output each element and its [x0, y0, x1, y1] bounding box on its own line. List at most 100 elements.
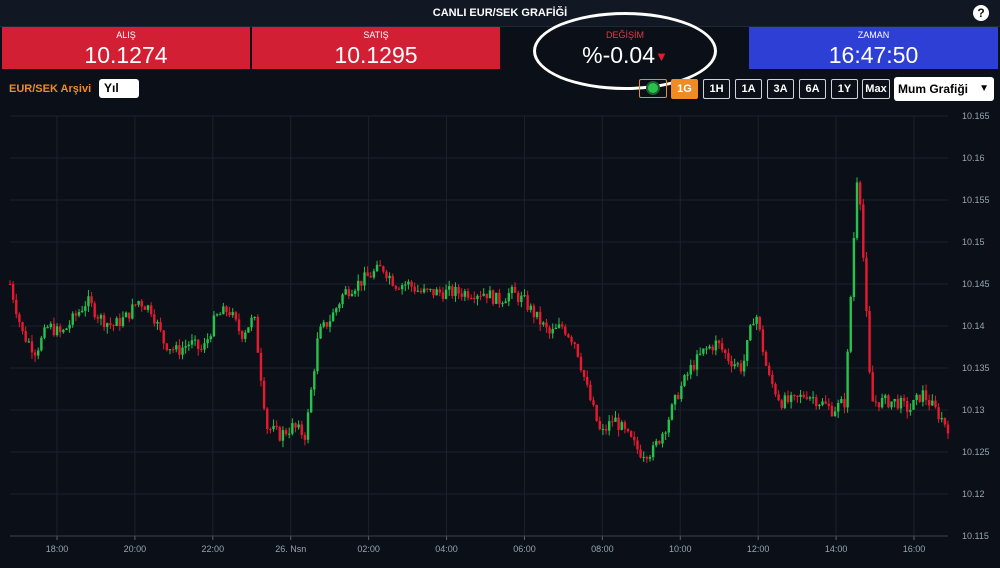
candle-up: [250, 317, 253, 328]
ask-label: SATIŞ: [363, 30, 389, 40]
candle-down: [843, 399, 846, 408]
candle-up: [331, 312, 335, 322]
candle-up: [87, 296, 90, 307]
candle-down: [636, 440, 639, 450]
time-label: ZAMAN: [857, 30, 890, 40]
candle-up: [510, 286, 514, 294]
candle-up: [193, 339, 197, 341]
candle-up: [915, 394, 918, 401]
ask-value: 10.1295: [334, 42, 418, 68]
candle-down: [441, 292, 445, 299]
candle-down: [815, 397, 818, 407]
help-icon[interactable]: ?: [973, 5, 989, 21]
candle-down: [432, 288, 435, 296]
candle-up: [80, 310, 84, 313]
candle-down: [366, 272, 369, 277]
candle-up: [520, 295, 523, 303]
candle-down: [8, 284, 12, 285]
candle-up: [291, 423, 294, 434]
candle-down: [934, 400, 937, 408]
range-1y-button[interactable]: 1Y: [831, 79, 858, 99]
candle-up: [482, 293, 485, 296]
x-tick-label: 10:00: [669, 544, 692, 554]
candle-down: [419, 290, 423, 293]
candle-up: [206, 339, 209, 344]
candle-down: [796, 395, 799, 397]
title-bar: CANLI EUR/SEK GRAFİĞİ ?: [0, 0, 1000, 27]
period-select[interactable]: Yıl: [99, 79, 139, 98]
candle-down: [548, 327, 551, 334]
range-1a-button[interactable]: 1A: [735, 79, 762, 99]
candle-down: [237, 319, 241, 332]
candle-up: [642, 456, 645, 458]
candle-down: [347, 289, 351, 297]
range-1h-button[interactable]: 1H: [703, 79, 730, 99]
candle-up: [921, 390, 925, 402]
candle-down: [24, 331, 27, 342]
candle-up: [322, 322, 325, 327]
candle-down: [786, 395, 790, 402]
candle-up: [429, 288, 432, 290]
chart-type-select[interactable]: Mum Grafiği ▼: [894, 77, 994, 101]
bid-stat: ALIŞ 10.1274: [2, 27, 250, 69]
candle-down: [134, 304, 137, 306]
candle-down: [724, 349, 727, 354]
candle-down: [479, 295, 482, 297]
candle-down: [692, 364, 696, 370]
candle-down: [532, 305, 536, 318]
chart-grid: [10, 115, 948, 537]
candle-down: [118, 318, 121, 327]
candle-up: [607, 421, 611, 431]
y-axis: 10.165 10.16 10.155 10.15 10.145 10.14 10.135 1…: [962, 111, 990, 541]
candle-down: [865, 257, 868, 312]
range-3a-button[interactable]: 3A: [767, 79, 794, 99]
candle-down: [774, 384, 777, 395]
candle-down: [589, 384, 592, 401]
candle-down: [360, 280, 363, 286]
candle-down: [153, 314, 156, 324]
candle-up: [68, 324, 71, 329]
candle-down: [178, 345, 181, 355]
candle-down: [303, 434, 307, 440]
candle-down: [764, 352, 768, 366]
candle-up: [335, 308, 338, 313]
candle-down: [18, 314, 21, 323]
candle-up: [181, 347, 184, 355]
candle-down: [658, 441, 661, 444]
candle-down: [473, 297, 476, 300]
candle-down: [874, 401, 878, 403]
candle-up: [363, 272, 366, 286]
candle-up: [733, 364, 736, 367]
price-chart[interactable]: 10.165 10.16 10.155 10.15 10.145 10.14 10.135 1…: [0, 106, 1000, 568]
candle-down: [21, 322, 24, 332]
candle-up: [714, 340, 718, 351]
candle-up: [931, 400, 934, 406]
candle-down: [159, 321, 162, 331]
candle-up: [808, 397, 812, 399]
range-1g-button[interactable]: 1G: [671, 79, 698, 99]
candle-up: [620, 422, 623, 430]
live-toggle-button[interactable]: [639, 79, 667, 98]
range-6a-button[interactable]: 6A: [799, 79, 826, 99]
candle-down: [284, 430, 288, 435]
candle-up: [495, 292, 498, 304]
candle-up: [65, 328, 68, 330]
candle-up: [344, 289, 347, 295]
candle-up: [488, 290, 492, 299]
change-label: DEĞİŞİM: [605, 30, 644, 40]
candle-up: [683, 375, 686, 386]
candle-down: [197, 339, 200, 350]
candle-down: [906, 400, 909, 412]
candle-down: [639, 449, 642, 458]
y-tick-label: 10.145: [962, 279, 990, 289]
candle-down: [240, 331, 244, 339]
candle-down: [275, 425, 278, 428]
candle-up: [357, 280, 360, 291]
candle-up: [463, 291, 467, 297]
range-max-button[interactable]: Max: [862, 79, 890, 99]
candle-down: [394, 285, 398, 289]
candle-down: [90, 296, 93, 304]
x-tick-label: 20:00: [124, 544, 147, 554]
candle-down: [269, 429, 272, 431]
archive-link[interactable]: EUR/SEK Arşivi: [9, 83, 92, 95]
